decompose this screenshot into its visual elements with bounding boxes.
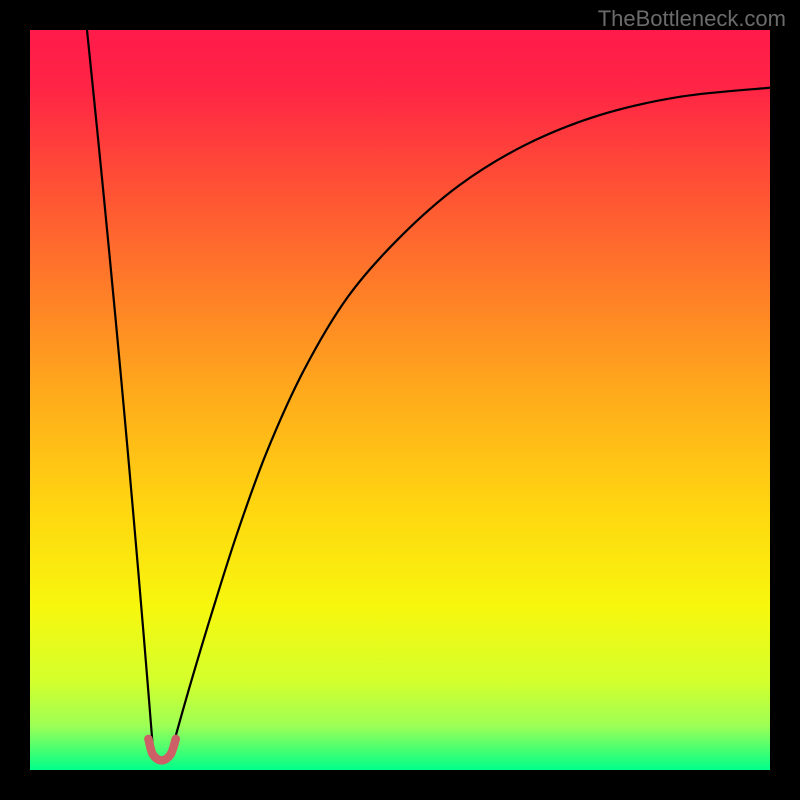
chart-svg: [30, 30, 770, 770]
watermark-text: TheBottleneck.com: [598, 6, 786, 32]
chart-frame: [30, 30, 770, 770]
gradient-background: [30, 30, 770, 770]
